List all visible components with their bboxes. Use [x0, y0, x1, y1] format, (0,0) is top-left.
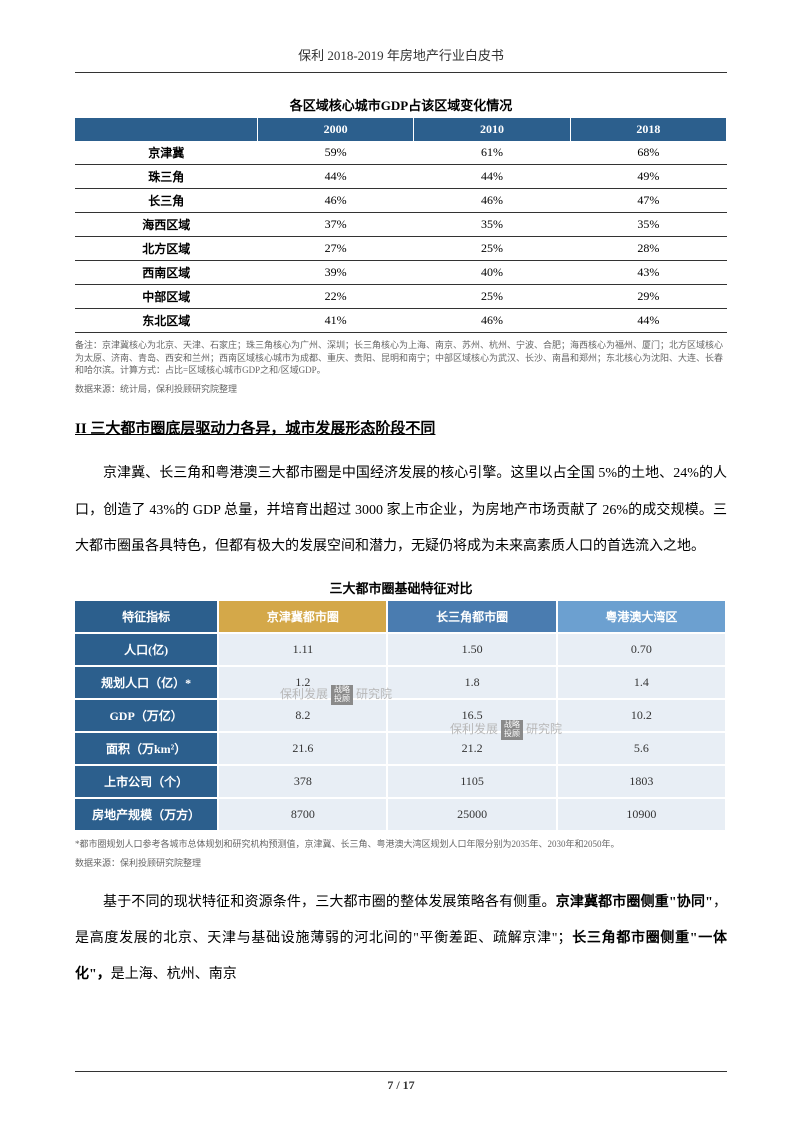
row-label: 面积（万km²）	[75, 732, 218, 765]
row-label: 海西区域	[75, 213, 257, 237]
row-label: 珠三角	[75, 165, 257, 189]
table-row: 房地产规模（万方）87002500010900	[75, 798, 726, 831]
data-cell: 1.4	[557, 666, 726, 699]
para2-part3: 是上海、杭州、南京	[111, 967, 237, 982]
row-label: GDP（万亿）	[75, 699, 218, 732]
row-label: 中部区域	[75, 285, 257, 309]
data-cell: 10.2	[557, 699, 726, 732]
page-number: 7 / 17	[387, 1078, 414, 1092]
table-row: 珠三角44%44%49%	[75, 165, 727, 189]
data-cell: 28%	[570, 237, 726, 261]
table2-col: 长三角都市圈	[387, 601, 556, 633]
table2-title: 三大都市圈基础特征对比	[75, 578, 727, 597]
data-cell: 21.2	[387, 732, 556, 765]
data-cell: 46%	[257, 189, 413, 213]
data-cell: 1.8	[387, 666, 556, 699]
data-cell: 44%	[570, 309, 726, 333]
row-label: 上市公司（个）	[75, 765, 218, 798]
table-row: 长三角46%46%47%	[75, 189, 727, 213]
table2-note1: *都市圈规划人口参考各城市总体规划和研究机构预测值，京津冀、长三角、粤港澳大湾区…	[75, 838, 727, 852]
data-cell: 25%	[414, 285, 570, 309]
data-cell: 27%	[257, 237, 413, 261]
para2-part1: 基于不同的现状特征和资源条件，三大都市圈的整体发展策略各有侧重。	[103, 895, 556, 910]
data-cell: 41%	[257, 309, 413, 333]
data-cell: 43%	[570, 261, 726, 285]
row-label: 房地产规模（万方）	[75, 798, 218, 831]
row-label: 北方区域	[75, 237, 257, 261]
header-title: 保利 2018-2019 年房地产行业白皮书	[298, 48, 504, 63]
table-row: 规划人口（亿）*1.21.81.4	[75, 666, 726, 699]
data-cell: 25000	[387, 798, 556, 831]
table2-col: 京津冀都市圈	[218, 601, 387, 633]
table-row: 北方区域27%25%28%	[75, 237, 727, 261]
paragraph-2: 基于不同的现状特征和资源条件，三大都市圈的整体发展策略各有侧重。京津冀都市圈侧重…	[75, 885, 727, 994]
table-row: 京津冀59%61%68%	[75, 141, 727, 165]
data-cell: 40%	[414, 261, 570, 285]
data-cell: 16.5	[387, 699, 556, 732]
table-row: 人口(亿)1.111.500.70	[75, 633, 726, 666]
table2-col: 粤港澳大湾区	[557, 601, 726, 633]
para2-bold1: 京津冀都市圈侧重"协同"	[556, 895, 713, 910]
row-label: 东北区域	[75, 309, 257, 333]
table1-col3: 2018	[570, 118, 726, 141]
data-cell: 8700	[218, 798, 387, 831]
table1-title: 各区域核心城市GDP占该区域变化情况	[75, 95, 727, 114]
data-cell: 59%	[257, 141, 413, 165]
table2-col: 特征指标	[75, 601, 218, 633]
table1-note1: 备注：京津冀核心为北京、天津、石家庄；珠三角核心为广州、深圳；长三角核心为上海、…	[75, 339, 727, 377]
table1-note2: 数据来源：统计局，保利投顾研究院整理	[75, 383, 727, 396]
table2-header-row: 特征指标京津冀都市圈长三角都市圈粤港澳大湾区	[75, 601, 726, 633]
metro-comparison-table: 特征指标京津冀都市圈长三角都市圈粤港澳大湾区 人口(亿)1.111.500.70…	[75, 601, 727, 832]
table-row: 东北区域41%46%44%	[75, 309, 727, 333]
table-row: GDP（万亿）8.216.510.2	[75, 699, 726, 732]
table-row: 面积（万km²）21.621.25.6	[75, 732, 726, 765]
data-cell: 44%	[414, 165, 570, 189]
table-row: 海西区域37%35%35%	[75, 213, 727, 237]
data-cell: 0.70	[557, 633, 726, 666]
data-cell: 5.6	[557, 732, 726, 765]
data-cell: 1.50	[387, 633, 556, 666]
data-cell: 37%	[257, 213, 413, 237]
data-cell: 61%	[414, 141, 570, 165]
data-cell: 49%	[570, 165, 726, 189]
data-cell: 1803	[557, 765, 726, 798]
data-cell: 22%	[257, 285, 413, 309]
row-label: 长三角	[75, 189, 257, 213]
data-cell: 1105	[387, 765, 556, 798]
gdp-region-table: 2000 2010 2018 京津冀59%61%68%珠三角44%44%49%长…	[75, 118, 727, 333]
data-cell: 44%	[257, 165, 413, 189]
data-cell: 46%	[414, 309, 570, 333]
table-row: 上市公司（个）37811051803	[75, 765, 726, 798]
data-cell: 35%	[414, 213, 570, 237]
page-footer: 7 / 17	[75, 1071, 727, 1093]
table1-col1: 2000	[257, 118, 413, 141]
table2-note2: 数据来源：保利投顾研究院整理	[75, 857, 727, 871]
data-cell: 46%	[414, 189, 570, 213]
row-label: 京津冀	[75, 141, 257, 165]
page-header: 保利 2018-2019 年房地产行业白皮书	[75, 45, 727, 73]
table1-col0	[75, 118, 257, 141]
data-cell: 35%	[570, 213, 726, 237]
row-label: 西南区域	[75, 261, 257, 285]
table-row: 中部区域22%25%29%	[75, 285, 727, 309]
data-cell: 378	[218, 765, 387, 798]
row-label: 规划人口（亿）*	[75, 666, 218, 699]
table1-col2: 2010	[414, 118, 570, 141]
section-heading: II 三大都市圈底层驱动力各异，城市发展形态阶段不同	[75, 417, 727, 438]
data-cell: 25%	[414, 237, 570, 261]
data-cell: 1.11	[218, 633, 387, 666]
table-row: 西南区域39%40%43%	[75, 261, 727, 285]
data-cell: 68%	[570, 141, 726, 165]
data-cell: 29%	[570, 285, 726, 309]
row-label: 人口(亿)	[75, 633, 218, 666]
data-cell: 21.6	[218, 732, 387, 765]
table1-header-row: 2000 2010 2018	[75, 118, 727, 141]
data-cell: 1.2	[218, 666, 387, 699]
data-cell: 10900	[557, 798, 726, 831]
paragraph-1: 京津冀、长三角和粤港澳三大都市圈是中国经济发展的核心引擎。这里以占全国 5%的土…	[75, 456, 727, 565]
data-cell: 39%	[257, 261, 413, 285]
data-cell: 8.2	[218, 699, 387, 732]
data-cell: 47%	[570, 189, 726, 213]
